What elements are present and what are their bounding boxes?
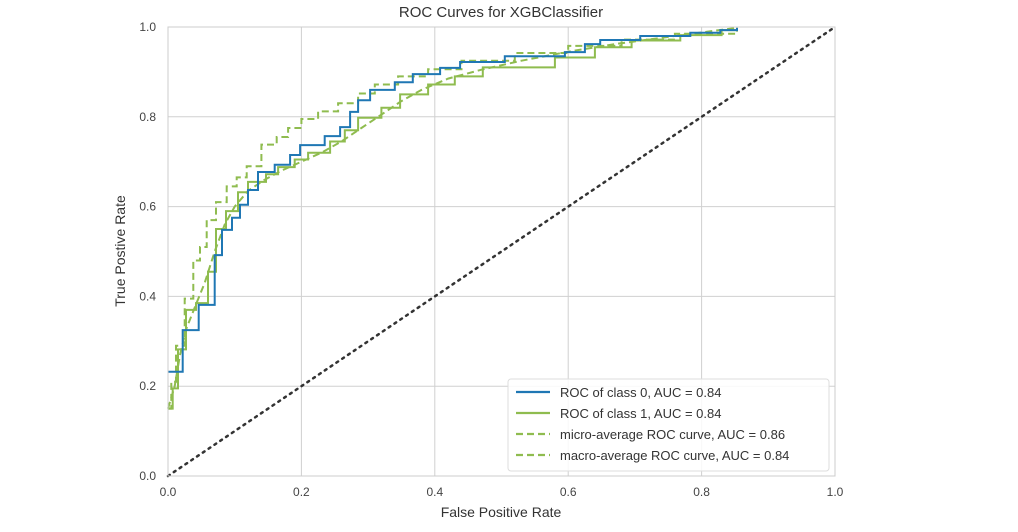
x-tick-label: 1.0 xyxy=(827,485,844,499)
y-tick-label: 0.4 xyxy=(139,289,156,303)
legend-label: micro-average ROC curve, AUC = 0.86 xyxy=(560,427,785,442)
x-axis-label: False Positive Rate xyxy=(441,504,562,520)
series-line-1 xyxy=(168,27,738,410)
legend-label: ROC of class 0, AUC = 0.84 xyxy=(560,385,721,400)
legend-label: macro-average ROC curve, AUC = 0.84 xyxy=(560,448,789,463)
series-line-3 xyxy=(167,26,738,409)
y-ticks: 0.0 0.2 0.4 0.6 0.8 1.0 xyxy=(139,20,156,483)
x-tick-label: 0.2 xyxy=(293,485,310,499)
chance-diagonal-line xyxy=(166,25,837,478)
y-axis-label: True Postive Rate xyxy=(112,195,128,307)
legend: ROC of class 0, AUC = 0.84 ROC of class 1… xyxy=(507,378,830,472)
series-line-2 xyxy=(168,27,738,410)
y-tick-label: 1.0 xyxy=(139,20,156,34)
x-tick-label: 0.8 xyxy=(693,485,710,499)
grid xyxy=(167,26,836,477)
x-tick-label: 0.6 xyxy=(560,485,577,499)
y-tick-label: 0.0 xyxy=(139,469,156,483)
x-tick-label: 0.4 xyxy=(426,485,443,499)
plot-frame xyxy=(167,26,836,477)
legend-label: ROC of class 1, AUC = 0.84 xyxy=(560,406,721,421)
chart-title: ROC Curves for XGBClassifier xyxy=(399,4,603,21)
series-layer xyxy=(166,25,837,478)
y-tick-label: 0.8 xyxy=(139,110,156,124)
legend-box xyxy=(507,378,830,472)
x-tick-label: 0.0 xyxy=(160,485,177,499)
x-ticks: 0.0 0.2 0.4 0.6 0.8 1.0 xyxy=(160,485,844,499)
y-tick-label: 0.2 xyxy=(139,379,156,393)
series-line-0 xyxy=(168,27,738,373)
y-tick-label: 0.6 xyxy=(139,200,156,214)
